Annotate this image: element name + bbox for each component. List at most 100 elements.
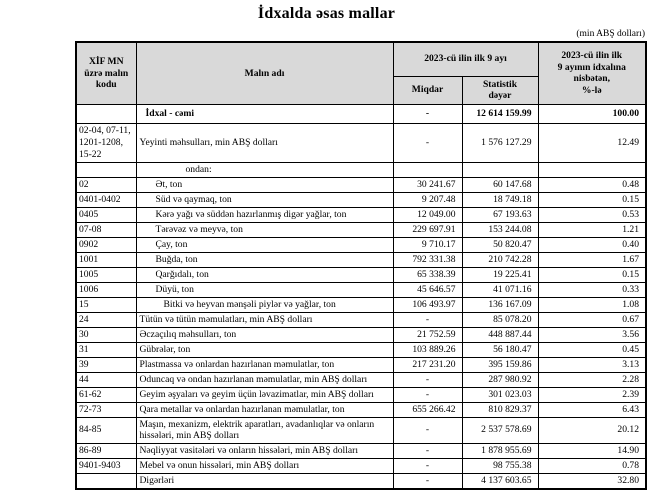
- cell-value: 60 147.68: [461, 176, 539, 193]
- cell-code: 84-85: [75, 416, 137, 445]
- cell-code: 15: [75, 296, 137, 313]
- table-row: 9401-9403 Mebel və onun hissələri, min A…: [75, 458, 647, 475]
- cell-name: Qara metallar və onlardan hazırlanan məm…: [135, 401, 394, 418]
- cell-share: 2.28: [537, 371, 647, 388]
- cell-name: Tərəvəz və meyvə, ton: [135, 221, 394, 238]
- cell-value: 136 167.09: [461, 296, 539, 313]
- cell-quantity: 9 710.17: [392, 236, 463, 253]
- cell-value: 448 887.44: [461, 326, 539, 343]
- cell-quantity: 65 338.39: [392, 266, 463, 283]
- cell-share: 32.80: [537, 473, 647, 490]
- cell-name: Çay, ton: [135, 236, 394, 253]
- cell-share: 1.67: [537, 251, 647, 268]
- cell-quantity: 12 049.00: [392, 206, 463, 223]
- table-row-total: İdxal - cəmi - 12 614 159.99 100.00: [75, 103, 647, 124]
- table-row: 61-62 Geyim əşyaları və geyim üçün ləvaz…: [75, 386, 647, 403]
- table-row: 1001 Buğda, ton 792 331.38 210 742.28 1.…: [75, 251, 647, 268]
- cell-value: 4 137 603.65: [461, 473, 539, 490]
- table-row: 07-08 Tərəvəz və meyvə, ton 229 697.91 1…: [75, 221, 647, 238]
- cell-code: 02: [75, 176, 137, 193]
- cell-name: Düyü, ton: [135, 281, 394, 298]
- cell-share: 0.78: [537, 458, 647, 475]
- cell-value: 67 193.63: [461, 206, 539, 223]
- cell-name: Oduncaq və ondan hazırlanan məmulatlar, …: [135, 371, 394, 388]
- cell-value: 810 829.37: [461, 401, 539, 418]
- cell-share: 0.33: [537, 281, 647, 298]
- cell-name: İdxal - cəmi: [135, 103, 394, 124]
- cell-value: 287 980.92: [461, 371, 539, 388]
- cell-code: [75, 473, 137, 490]
- cell-name: Plastmassa və onlardan hazırlanan məmula…: [135, 356, 394, 373]
- cell-code: 0902: [75, 236, 137, 253]
- cell-name: ondan:: [135, 161, 394, 178]
- cell-code: 0405: [75, 206, 137, 223]
- cell-value: 153 244.08: [461, 221, 539, 238]
- header-quantity: Miqdar: [392, 75, 463, 105]
- table-row: Digərləri - 4 137 603.65 32.80: [75, 473, 647, 490]
- cell-code: [75, 161, 137, 178]
- table-row: ondan:: [75, 161, 647, 178]
- cell-value: [461, 161, 539, 178]
- cell-value: 18 749.18: [461, 191, 539, 208]
- cell-quantity: -: [392, 473, 463, 490]
- cell-code: 9401-9403: [75, 458, 137, 475]
- cell-share: 3.56: [537, 326, 647, 343]
- cell-name: Yeyinti məhsulları, min ABŞ dolları: [135, 122, 394, 163]
- cell-quantity: 21 752.59: [392, 326, 463, 343]
- table-row: 86-89 Nəqliyyat vasitələri və onların hi…: [75, 443, 647, 460]
- cell-quantity: 45 646.57: [392, 281, 463, 298]
- header-name: Malın adı: [135, 41, 394, 105]
- cell-name: Nəqliyyat vasitələri və onların hissələr…: [135, 443, 394, 460]
- cell-code: 1001: [75, 251, 137, 268]
- cell-name: Digərləri: [135, 473, 394, 490]
- cell-value: 50 820.47: [461, 236, 539, 253]
- table-row: 24 Tütün və tütün məmulatları, min ABŞ d…: [75, 311, 647, 328]
- cell-quantity: -: [392, 443, 463, 460]
- cell-quantity: 9 207.48: [392, 191, 463, 208]
- cell-code: [75, 103, 137, 124]
- cell-value: 41 071.16: [461, 281, 539, 298]
- table-row: 02-04, 07-11, 1201-1208, 15-22 Yeyinti m…: [75, 122, 647, 163]
- cell-code: 02-04, 07-11, 1201-1208, 15-22: [75, 122, 137, 163]
- cell-quantity: -: [392, 311, 463, 328]
- header-code: XİF MN üzrə malın kodu: [75, 41, 137, 105]
- page-title: İdxalda əsas mallar: [257, 5, 396, 22]
- cell-name: Əczaçılıq məhsulları, ton: [135, 326, 394, 343]
- imports-table: XİF MN üzrə malın kodu Malın adı 2023-cü…: [75, 41, 647, 491]
- cell-name: Gübrələr, ton: [135, 341, 394, 358]
- cell-share: 12.49: [537, 122, 647, 163]
- cell-code: 39: [75, 356, 137, 373]
- cell-quantity: 106 493.97: [392, 296, 463, 313]
- table-row: 0401-0402 Süd və qaymaq, ton 9 207.48 18…: [75, 191, 647, 208]
- cell-share: 0.45: [537, 341, 647, 358]
- cell-share: 0.53: [537, 206, 647, 223]
- cell-quantity: 229 697.91: [392, 221, 463, 238]
- table-row: 72-73 Qara metallar və onlardan hazırlan…: [75, 401, 647, 418]
- cell-share: [537, 161, 647, 178]
- cell-share: 100.00: [537, 103, 647, 124]
- cell-quantity: 655 266.42: [392, 401, 463, 418]
- cell-share: 14.90: [537, 443, 647, 460]
- table-row: 31 Gübrələr, ton 103 889.26 56 180.47 0.…: [75, 341, 647, 358]
- cell-name: Kərə yağı və süddən hazırlanmış digər ya…: [135, 206, 394, 223]
- cell-code: 24: [75, 311, 137, 328]
- header-period-group: 2023-cü ilin ilk 9 ayı: [392, 41, 539, 77]
- cell-share: 2.39: [537, 386, 647, 403]
- cell-quantity: -: [392, 416, 463, 445]
- cell-value: 301 023.03: [461, 386, 539, 403]
- table-body: İdxal - cəmi - 12 614 159.99 100.00 02-0…: [75, 103, 647, 490]
- cell-name: Tütün və tütün məmulatları, min ABŞ doll…: [135, 311, 394, 328]
- cell-value: 210 742.28: [461, 251, 539, 268]
- cell-quantity: 792 331.38: [392, 251, 463, 268]
- cell-share: 0.48: [537, 176, 647, 193]
- cell-name: Ət, ton: [135, 176, 394, 193]
- table-header: XİF MN üzrə malın kodu Malın adı 2023-cü…: [75, 41, 647, 105]
- cell-share: 1.08: [537, 296, 647, 313]
- cell-name: Süd və qaymaq, ton: [135, 191, 394, 208]
- table-row: 44 Oduncaq və ondan hazırlanan məmulatla…: [75, 371, 647, 388]
- cell-quantity: -: [392, 386, 463, 403]
- table-row: 1005 Qarğıdalı, ton 65 338.39 19 225.41 …: [75, 266, 647, 283]
- table-row: 39 Plastmassa və onlardan hazırlanan məm…: [75, 356, 647, 373]
- cell-name: Mebel və onun hissələri, min ABŞ dolları: [135, 458, 394, 475]
- cell-name: Bitki və heyvan mənşəli piylər və yağlar…: [135, 296, 394, 313]
